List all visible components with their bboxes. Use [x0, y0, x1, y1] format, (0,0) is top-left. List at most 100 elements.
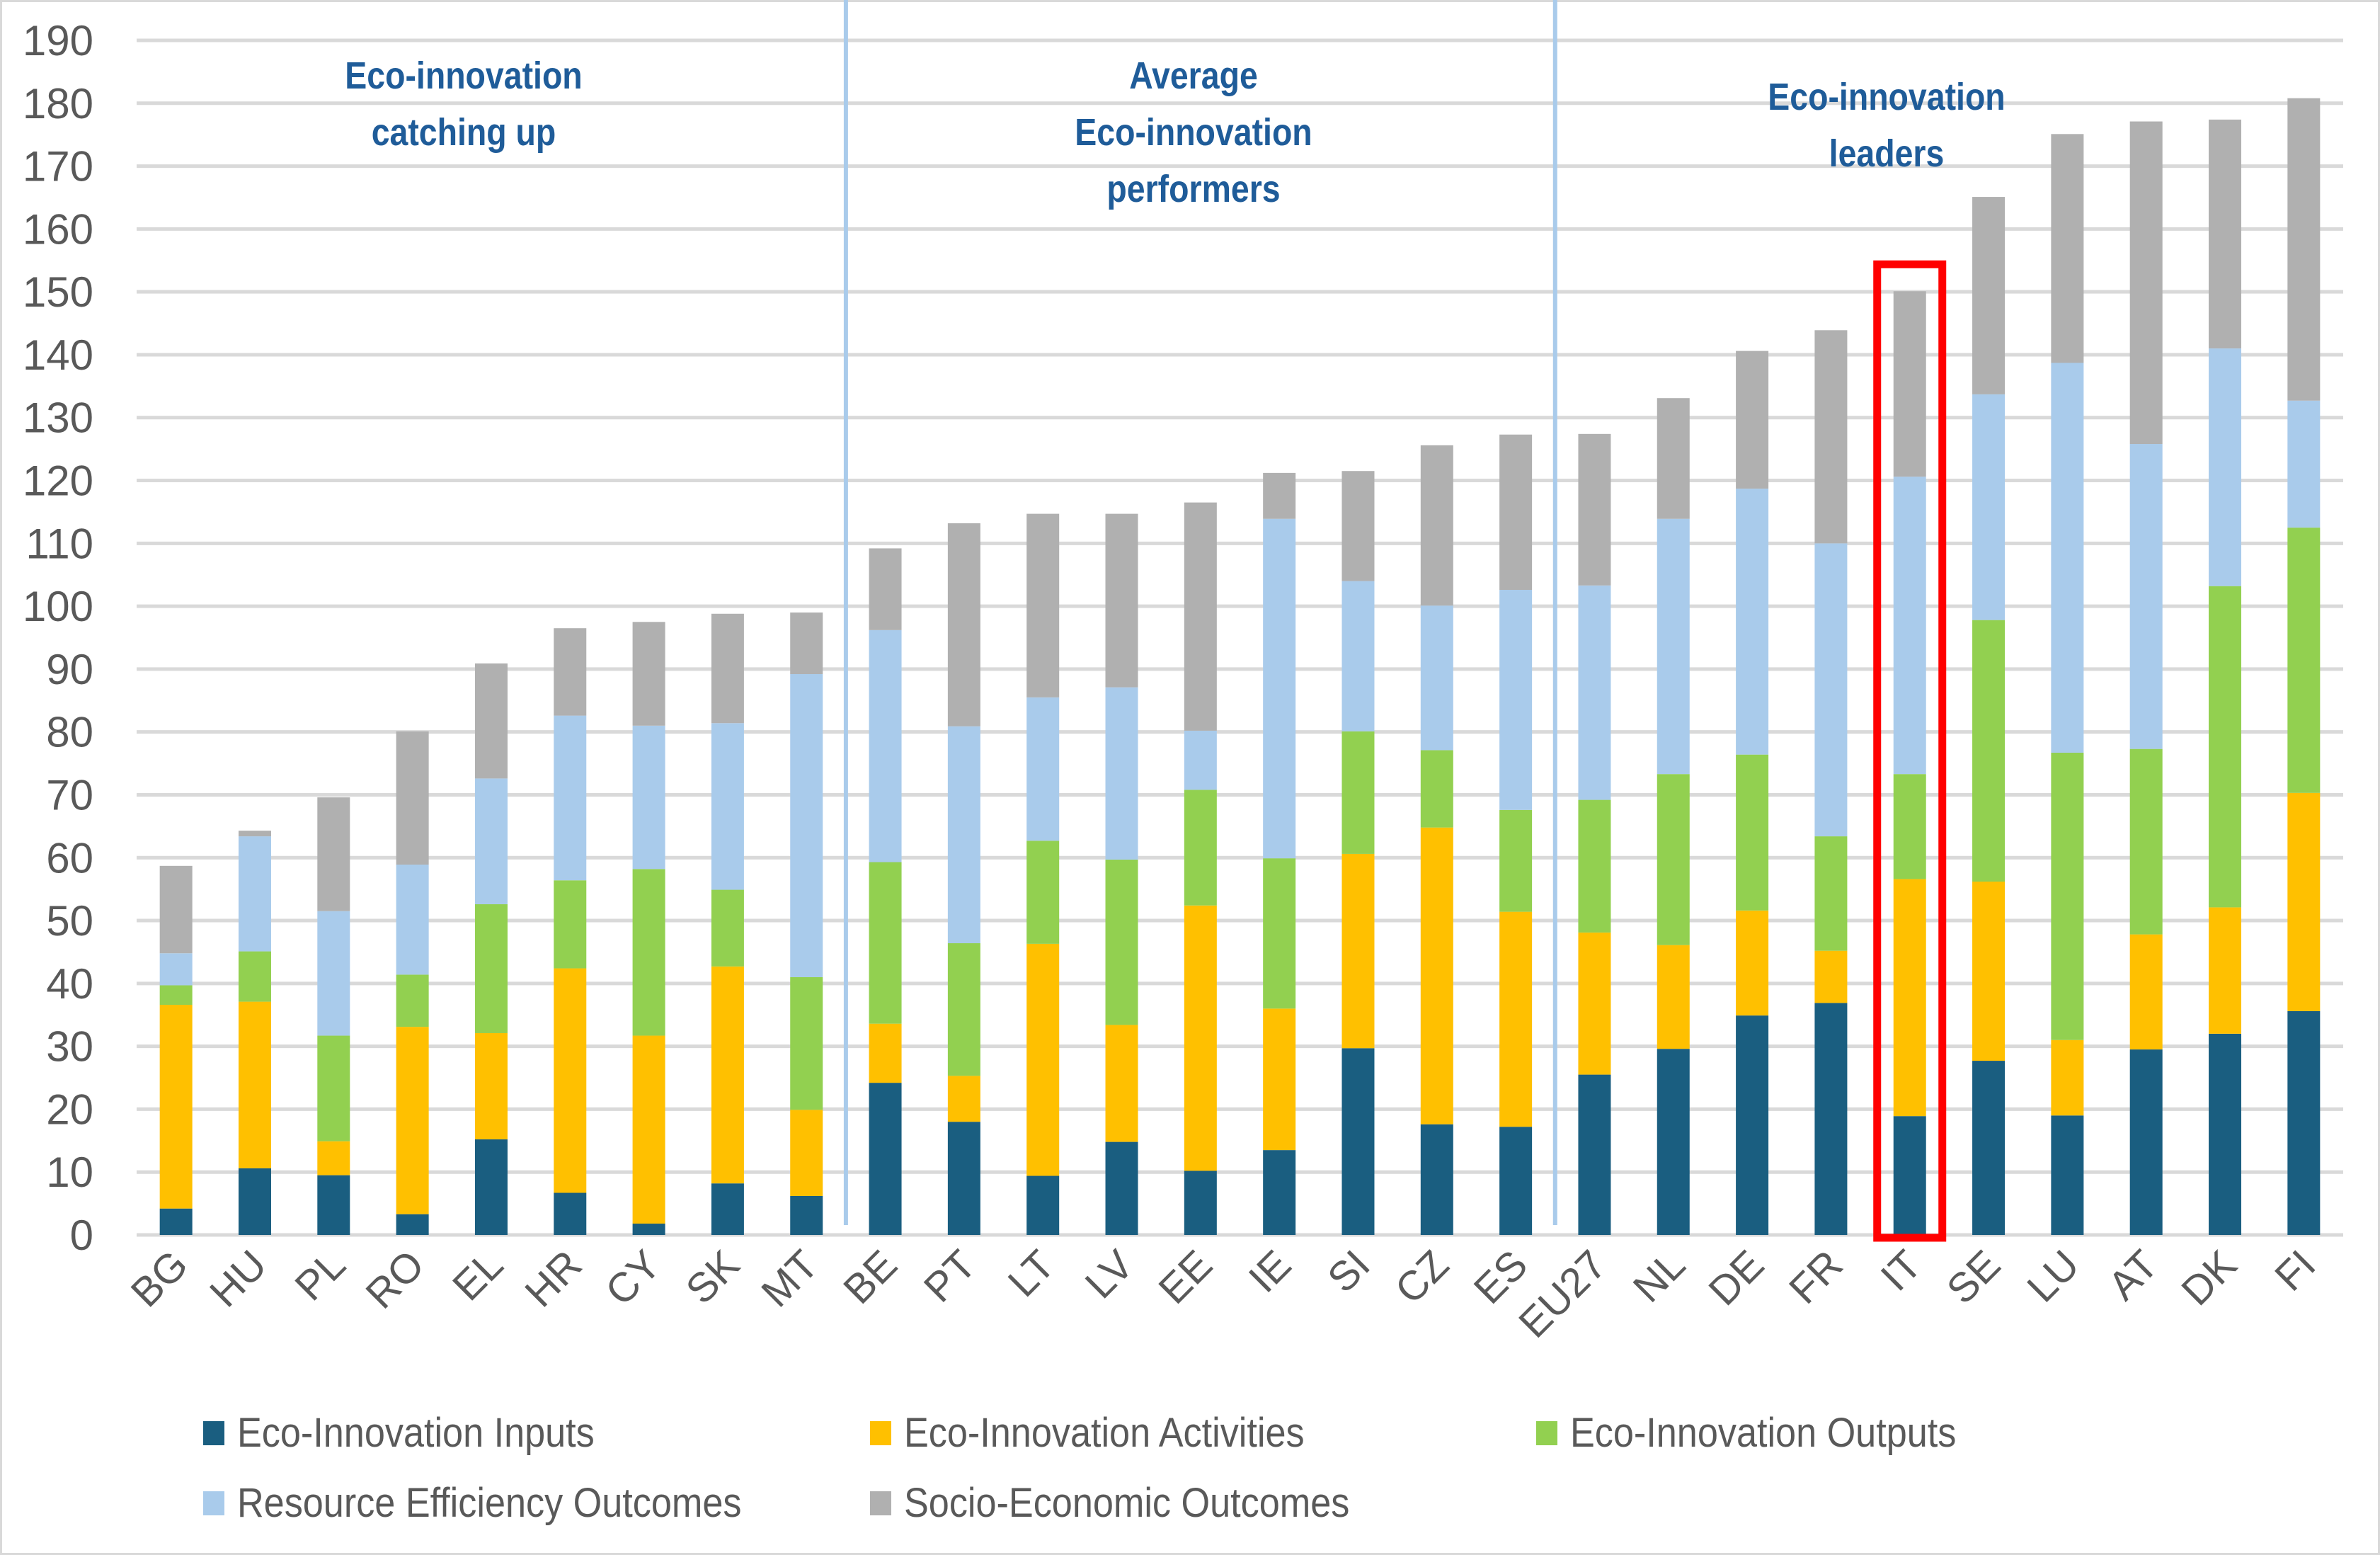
legend-label: Socio-Economic Outcomes: [904, 1479, 1349, 1525]
x-tick-label: PL: [286, 1241, 354, 1309]
bar-stack-se: [1972, 197, 2006, 1235]
bar-stack-lu: [2051, 134, 2084, 1235]
bar-stack-lv: [1105, 513, 1138, 1235]
bar-segment-eco-innovation-outputs: [1972, 620, 2006, 882]
bar-segment-eco-innovation-inputs: [1736, 1015, 1769, 1235]
bar-segment-socio-economic-outcomes: [1893, 291, 1926, 477]
bar-segment-eco-innovation-outputs: [1814, 836, 1848, 951]
bar-stack-mt: [790, 612, 823, 1235]
bar-segment-eco-innovation-inputs: [1814, 1003, 1848, 1235]
bar-segment-resource-efficiency-outcomes: [1736, 489, 1769, 755]
y-tick-label: 100: [23, 583, 93, 630]
x-tick-label: HU: [201, 1241, 275, 1316]
legend-item: Eco-Innovation Activities: [870, 1409, 1305, 1456]
highlight-box: [1873, 260, 1947, 1242]
x-tick-label: LV: [1077, 1241, 1143, 1307]
bar-segment-resource-efficiency-outcomes: [2051, 363, 2084, 753]
bar-segment-eco-innovation-activities: [2129, 934, 2163, 1050]
bar-segment-eco-innovation-outputs: [1263, 858, 1296, 1009]
y-tick-label: 170: [23, 143, 93, 190]
y-tick-label: 90: [46, 646, 93, 693]
bar-segment-socio-economic-outcomes: [1105, 513, 1138, 688]
bar-segment-eco-innovation-inputs: [2051, 1115, 2084, 1235]
y-tick-label: 140: [23, 331, 93, 379]
legend-swatch: [870, 1491, 891, 1515]
bar-stack-cy: [632, 622, 665, 1235]
bar-segment-eco-innovation-inputs: [1499, 1127, 1533, 1235]
bar-segment-eco-innovation-inputs: [1972, 1061, 2006, 1235]
group-labels: Eco-innovation catching up Average Eco-inno…: [345, 54, 2005, 210]
y-tick-label: 130: [23, 394, 93, 442]
bar-segment-socio-economic-outcomes: [711, 613, 744, 724]
group-label-line: Eco-innovation: [345, 54, 582, 97]
bar-stack-bg: [159, 865, 193, 1235]
x-tick-label: CZ: [1386, 1241, 1458, 1313]
bar-segment-resource-efficiency-outcomes: [869, 630, 902, 862]
bar-segment-socio-economic-outcomes: [1736, 351, 1769, 489]
bar-segment-socio-economic-outcomes: [1499, 434, 1533, 591]
bar-segment-eco-innovation-activities: [1657, 945, 1690, 1049]
bar-segment-socio-economic-outcomes: [1578, 433, 1611, 586]
bar-segment-eco-innovation-activities: [1026, 943, 1060, 1176]
legend-swatch: [203, 1421, 224, 1445]
legend-item: Eco-Innovation Inputs: [203, 1409, 595, 1456]
bar-stack-si: [1341, 471, 1375, 1235]
x-tick-label: FR: [1780, 1241, 1852, 1313]
bar-segment-eco-innovation-activities: [869, 1023, 902, 1083]
bar-segment-eco-innovation-activities: [1263, 1008, 1296, 1151]
bar-segment-socio-economic-outcomes: [238, 831, 271, 837]
bar-segment-eco-innovation-outputs: [1736, 754, 1769, 911]
x-tick-label: LT: [1000, 1241, 1064, 1306]
bar-segment-resource-efficiency-outcomes: [2129, 444, 2163, 749]
bar-segment-resource-efficiency-outcomes: [1657, 518, 1690, 775]
bar-segment-eco-innovation-activities: [1341, 853, 1375, 1049]
gridlines: [137, 38, 2343, 1237]
bar-segment-eco-innovation-activities: [790, 1110, 823, 1196]
bar-segment-socio-economic-outcomes: [1420, 445, 1453, 606]
bar-stack-ro: [396, 731, 429, 1235]
bar-segment-resource-efficiency-outcomes: [1893, 477, 1926, 775]
bar-stack-lt: [1026, 513, 1060, 1235]
legend-item: Resource Efficiency Outcomes: [203, 1479, 741, 1526]
x-tick-label: EU27: [1510, 1241, 1615, 1347]
legend-swatch: [1536, 1421, 1557, 1445]
bar-segment-eco-innovation-inputs: [554, 1192, 587, 1235]
bar-stack-ie: [1263, 472, 1296, 1235]
bar-segment-resource-efficiency-outcomes: [790, 673, 823, 977]
bar-segment-socio-economic-outcomes: [790, 612, 823, 674]
bar-stack-be: [869, 548, 902, 1235]
bar-segment-eco-innovation-outputs: [2287, 528, 2321, 793]
y-tick-label: 80: [46, 709, 93, 756]
bar-segment-eco-innovation-activities: [1184, 905, 1217, 1171]
bar-segment-resource-efficiency-outcomes: [1972, 394, 2006, 620]
bar-segment-eco-innovation-outputs: [1420, 750, 1453, 828]
bar-segment-eco-innovation-inputs: [238, 1168, 271, 1235]
bar-segment-resource-efficiency-outcomes: [238, 836, 271, 952]
bar-segment-eco-innovation-inputs: [474, 1139, 508, 1235]
x-tick-label: BG: [122, 1241, 197, 1316]
bar-stack-ee: [1184, 502, 1217, 1235]
bar-segment-socio-economic-outcomes: [159, 865, 193, 954]
legend-item: Socio-Economic Outcomes: [870, 1479, 1349, 1526]
bar-segment-eco-innovation-inputs: [1420, 1124, 1453, 1235]
bars: [159, 98, 2321, 1235]
bar-segment-eco-innovation-activities: [711, 966, 744, 1184]
bar-segment-socio-economic-outcomes: [1972, 197, 2006, 394]
bar-segment-eco-innovation-inputs: [396, 1214, 429, 1235]
y-axis-ticks: 0 10 20 30 40 50 60 70 80 90 100 110 120 130 140 150 160…: [23, 17, 93, 1259]
group-label-line: performers: [1106, 167, 1280, 210]
bar-stack-hr: [554, 628, 587, 1235]
group-label-line: leaders: [1829, 132, 1945, 175]
bar-segment-resource-efficiency-outcomes: [474, 778, 508, 904]
legend: Eco-Innovation Inputs Eco-Innovation Acti…: [203, 1409, 1956, 1526]
group-label-line: Eco-innovation: [1768, 75, 2005, 118]
bar-segment-eco-innovation-outputs: [396, 974, 429, 1027]
bar-segment-resource-efficiency-outcomes: [1814, 543, 1848, 837]
bar-segment-socio-economic-outcomes: [869, 548, 902, 630]
bar-segment-socio-economic-outcomes: [2209, 119, 2242, 349]
bar-stack-fi: [2287, 98, 2321, 1235]
bar-segment-eco-innovation-activities: [1578, 932, 1611, 1075]
bar-segment-eco-innovation-activities: [474, 1032, 508, 1140]
bar-segment-eco-innovation-inputs: [1893, 1116, 1926, 1235]
